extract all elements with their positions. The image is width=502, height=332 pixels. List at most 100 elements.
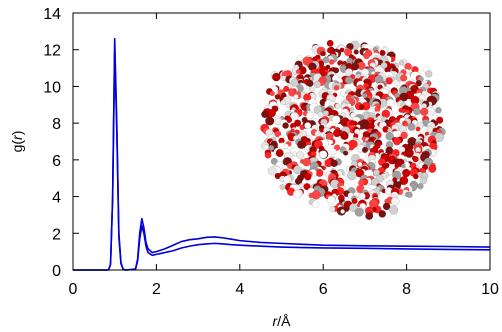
inset-atom — [388, 205, 399, 215]
inset-atom — [319, 150, 328, 159]
y-tick-label-6: 12 — [43, 43, 61, 60]
inset-atom — [308, 192, 315, 199]
y-tick-label-1: 2 — [52, 226, 61, 243]
inset-atom — [412, 173, 419, 180]
inset-atom — [328, 59, 335, 65]
inset-atom — [329, 148, 337, 156]
inset-atom — [282, 175, 292, 185]
inset-atom — [386, 98, 395, 108]
inset-atom — [436, 116, 444, 124]
inset-atom — [331, 115, 341, 125]
inset-atom — [400, 131, 408, 140]
inset-atom — [354, 207, 364, 217]
y-axis-label: g(r) — [9, 131, 25, 153]
inset-atom — [407, 122, 416, 131]
inset-atom — [423, 157, 433, 167]
inset-atom — [300, 104, 307, 111]
inset-atom — [385, 132, 394, 141]
inset-atom — [304, 122, 312, 130]
inset-atom — [400, 163, 406, 169]
inset-atom — [306, 111, 314, 120]
inset-atom — [267, 166, 277, 176]
inset-atom — [294, 177, 303, 186]
inset-atom — [279, 184, 286, 190]
inset-atom — [308, 86, 315, 93]
inset-atom — [334, 103, 341, 109]
inset-atom — [428, 164, 437, 173]
inset-atom — [333, 67, 340, 74]
inset-atom — [427, 107, 436, 116]
inset-atom — [365, 211, 374, 220]
inset-atom — [345, 76, 354, 85]
inset-atom — [358, 104, 365, 111]
inset-atom — [399, 176, 409, 186]
y-tick-label-7: 14 — [43, 6, 61, 23]
inset-atom — [425, 70, 433, 78]
inset-atom — [340, 209, 345, 214]
inset-atom — [363, 52, 370, 60]
inset-atom — [382, 202, 391, 211]
inset-atom — [271, 72, 281, 82]
inset-atom — [285, 116, 293, 124]
inset-atom — [343, 150, 349, 156]
inset-atom — [379, 49, 386, 57]
inset-atom — [302, 157, 311, 167]
x-tick-label-3: 6 — [319, 281, 328, 298]
inset-atom — [349, 107, 355, 112]
inset-atom — [415, 126, 421, 132]
inset-atom — [370, 178, 379, 186]
inset-atom — [303, 183, 311, 191]
x-tick-label-0: 0 — [69, 281, 78, 298]
inset-atom — [406, 191, 413, 198]
inset-atom — [402, 171, 408, 177]
inset-atom — [282, 122, 289, 129]
inset-atom — [361, 68, 370, 77]
y-tick-label-4: 8 — [52, 116, 61, 133]
ticks-layer: 0 2 4 6 8 10 0 2 4 6 8 10 12 14 — [43, 6, 499, 298]
water-cluster-inset — [260, 39, 446, 220]
inset-atom — [351, 197, 358, 205]
inset-atom — [392, 137, 402, 146]
inset-atom — [346, 170, 357, 181]
inset-atom — [317, 111, 324, 118]
inset-atom — [333, 85, 340, 91]
series-layer — [73, 37, 491, 271]
inset-atom — [340, 131, 349, 141]
inset-atom — [322, 110, 330, 117]
inset-atom — [298, 183, 304, 189]
x-tick-label-5: 10 — [481, 281, 499, 298]
inset-atom — [361, 146, 369, 154]
inset-atom — [274, 130, 282, 138]
inset-atom — [290, 78, 299, 87]
plot-frame — [72, 12, 491, 271]
inset-atom — [398, 60, 404, 66]
inset-atom — [387, 127, 393, 133]
inset-atom — [322, 56, 330, 64]
inset-atom — [434, 132, 445, 143]
inset-atom — [417, 183, 424, 190]
inset-atom — [283, 85, 290, 93]
inset-atom — [327, 196, 336, 205]
inset-atom — [264, 151, 272, 159]
inset-atom — [358, 192, 366, 201]
inset-atom — [353, 49, 359, 55]
y-tick-label-3: 6 — [52, 153, 61, 170]
inset-atom — [297, 140, 306, 149]
inset-atom — [380, 61, 388, 69]
inset-atom — [329, 205, 336, 213]
inset-atom — [340, 112, 346, 118]
inset-atom — [412, 156, 419, 163]
inset-atom — [435, 106, 442, 114]
inset-atom — [274, 172, 281, 180]
inset-atom — [313, 80, 321, 89]
x-tick-label-4: 8 — [402, 281, 411, 298]
inset-atom — [326, 47, 334, 54]
inset-atom — [275, 149, 284, 158]
x-tick-label-2: 4 — [235, 281, 244, 298]
inset-atom — [403, 121, 409, 127]
inset-atom — [394, 80, 401, 87]
inset-atom — [333, 144, 341, 151]
inset-atom — [332, 129, 341, 138]
inset-atom — [373, 169, 380, 176]
